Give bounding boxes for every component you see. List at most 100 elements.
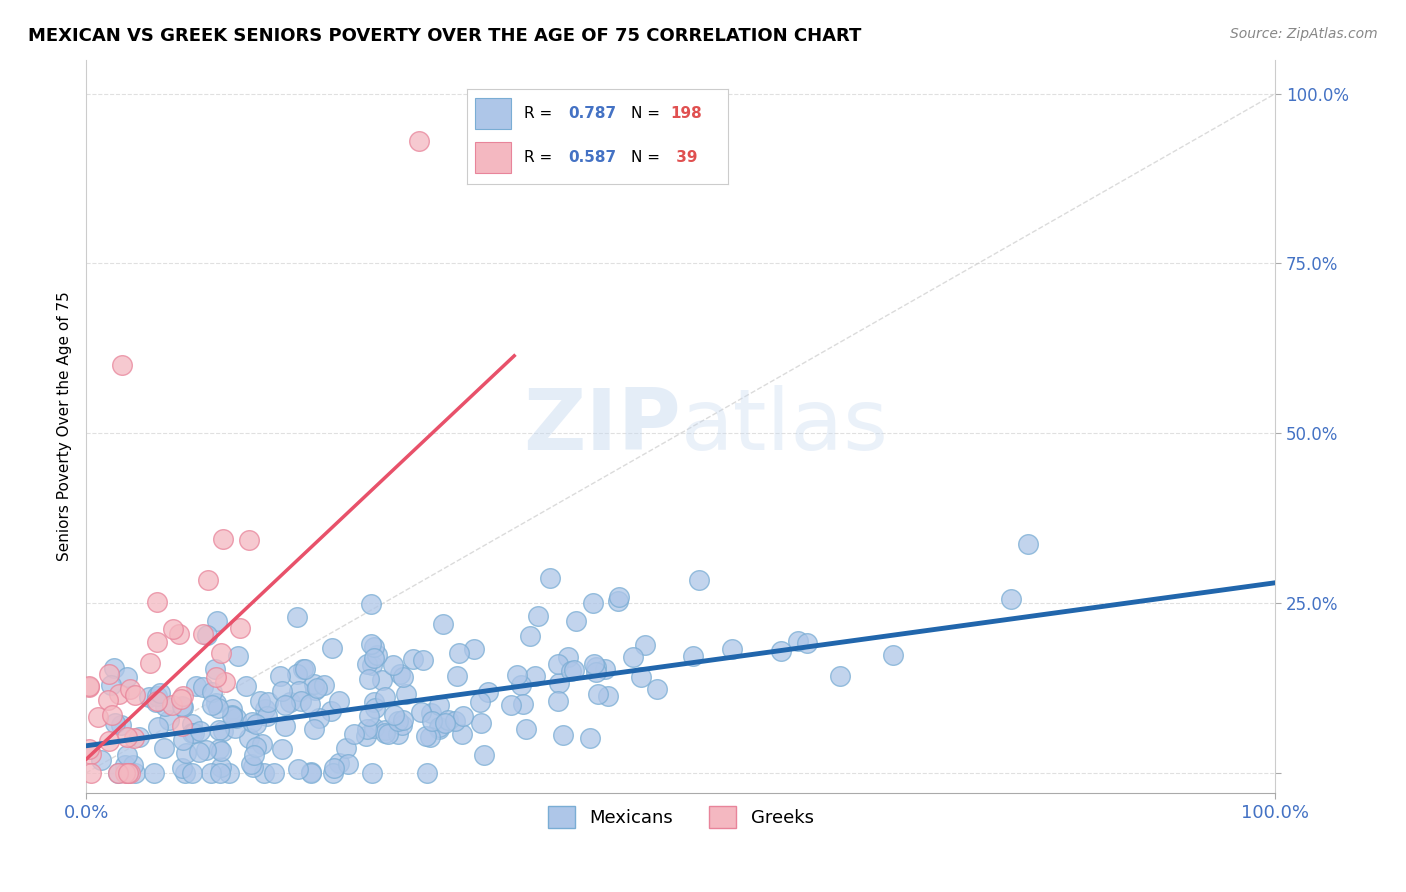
Point bbox=[101, 708, 124, 723]
Point bbox=[195, 628, 218, 642]
Point bbox=[432, 616, 454, 631]
Point bbox=[207, 700, 229, 714]
Point bbox=[201, 685, 224, 699]
Point bbox=[162, 698, 184, 712]
Point bbox=[254, 701, 277, 715]
Point bbox=[360, 597, 382, 611]
Point bbox=[548, 676, 571, 690]
Point bbox=[117, 731, 139, 745]
Point bbox=[527, 608, 550, 623]
Point bbox=[172, 732, 194, 747]
Point bbox=[363, 651, 385, 665]
Point bbox=[77, 680, 100, 694]
Point bbox=[184, 679, 207, 693]
Point bbox=[122, 731, 145, 745]
Point bbox=[221, 709, 243, 723]
Point bbox=[582, 657, 605, 672]
Point bbox=[585, 665, 607, 680]
Point bbox=[238, 731, 260, 746]
Point bbox=[170, 691, 193, 706]
Point bbox=[77, 742, 100, 756]
Point bbox=[335, 740, 357, 755]
Point bbox=[512, 697, 534, 711]
Point bbox=[328, 756, 350, 771]
Point bbox=[420, 706, 443, 721]
Point bbox=[363, 722, 385, 736]
Point bbox=[285, 609, 308, 624]
Point bbox=[117, 766, 139, 780]
Point bbox=[80, 747, 103, 761]
Point bbox=[107, 766, 129, 780]
Point bbox=[145, 695, 167, 709]
Point bbox=[830, 669, 852, 683]
Point bbox=[321, 705, 343, 719]
Point bbox=[172, 689, 194, 703]
Point bbox=[606, 594, 628, 608]
Point bbox=[146, 721, 169, 735]
Legend: Mexicans, Greeks: Mexicans, Greeks bbox=[540, 799, 821, 836]
Point bbox=[162, 622, 184, 636]
Point bbox=[501, 698, 523, 712]
Point bbox=[395, 687, 418, 701]
Point bbox=[114, 766, 136, 780]
Point bbox=[374, 690, 396, 704]
Point bbox=[146, 694, 169, 708]
Point bbox=[437, 713, 460, 727]
Point bbox=[173, 766, 195, 780]
Point bbox=[221, 702, 243, 716]
Point bbox=[149, 686, 172, 700]
Point bbox=[242, 760, 264, 774]
Point bbox=[115, 747, 138, 762]
Point bbox=[446, 668, 468, 682]
Point bbox=[224, 722, 246, 736]
Point bbox=[304, 682, 326, 697]
Point bbox=[104, 715, 127, 730]
Point bbox=[240, 756, 263, 771]
Point bbox=[470, 716, 492, 731]
Point bbox=[769, 644, 792, 658]
Point bbox=[115, 670, 138, 684]
Point bbox=[146, 635, 169, 649]
Point bbox=[607, 591, 630, 605]
Point bbox=[322, 766, 344, 780]
Point bbox=[243, 748, 266, 763]
Point bbox=[218, 766, 240, 780]
Point bbox=[468, 695, 491, 709]
Point bbox=[299, 697, 322, 711]
Point bbox=[408, 134, 430, 148]
Point bbox=[153, 699, 176, 714]
Point bbox=[107, 766, 129, 780]
Point bbox=[170, 761, 193, 775]
Point bbox=[382, 708, 405, 723]
Point bbox=[562, 663, 585, 677]
Point bbox=[449, 646, 471, 660]
Point bbox=[146, 690, 169, 704]
Point bbox=[111, 359, 134, 373]
Point bbox=[402, 652, 425, 666]
Point bbox=[103, 661, 125, 675]
Point bbox=[139, 657, 162, 671]
Point bbox=[212, 532, 235, 546]
Point bbox=[359, 672, 381, 686]
Point bbox=[621, 650, 644, 665]
Point bbox=[444, 714, 467, 729]
Point bbox=[108, 687, 131, 701]
Point bbox=[197, 574, 219, 588]
Point bbox=[172, 699, 194, 714]
Point bbox=[463, 641, 485, 656]
Point bbox=[256, 709, 278, 723]
Point bbox=[181, 766, 204, 780]
Point bbox=[183, 726, 205, 740]
Point bbox=[412, 652, 434, 666]
Point bbox=[366, 648, 388, 662]
Point bbox=[474, 747, 496, 762]
Point bbox=[274, 719, 297, 733]
Point bbox=[582, 596, 605, 610]
Point bbox=[208, 723, 231, 738]
Point bbox=[228, 648, 250, 663]
Point bbox=[359, 708, 381, 723]
Point bbox=[200, 766, 222, 780]
Point bbox=[77, 680, 100, 694]
Point bbox=[124, 766, 146, 780]
Text: MEXICAN VS GREEK SENIORS POVERTY OVER THE AGE OF 75 CORRELATION CHART: MEXICAN VS GREEK SENIORS POVERTY OVER TH… bbox=[28, 27, 862, 45]
